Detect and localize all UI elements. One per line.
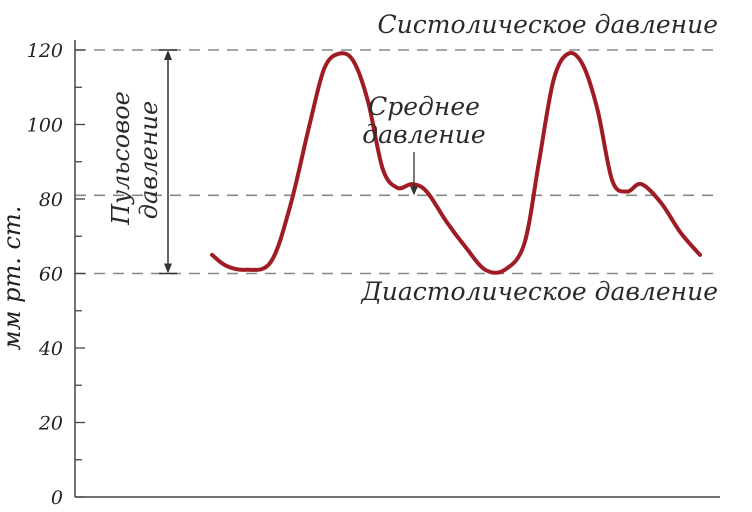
y-tick-label: 100 — [27, 115, 63, 137]
mean-pressure-label-2: давление — [362, 120, 485, 149]
diastolic-label: Диастолическое давление — [360, 277, 718, 306]
reference-lines — [75, 49, 720, 275]
mean-pressure-annotation: Среднее давление — [362, 92, 486, 196]
y-axis-label: мм рт. ст. — [0, 206, 26, 351]
pulse-arrow-head-bottom — [164, 263, 172, 274]
y-axis — [74, 40, 720, 498]
series — [210, 51, 702, 275]
series-line-0 — [210, 51, 702, 275]
mean-arrow-head — [410, 186, 418, 196]
y-ticks: 0 20 40 60 80 100 120 — [27, 40, 85, 509]
pulse-pressure-annotation: Пульсовое давление — [107, 49, 177, 275]
y-tick-label: 40 — [38, 338, 63, 360]
pulse-pressure-label-1: Пульсовое — [107, 91, 135, 226]
y-tick-label: 0 — [51, 487, 63, 509]
systolic-label: Систолическое давление — [378, 10, 718, 39]
y-tick-label: 60 — [39, 264, 63, 286]
pulse-pressure-label-2: давление — [135, 101, 163, 219]
y-tick-label: 120 — [27, 40, 63, 62]
mean-pressure-label-1: Среднее — [368, 92, 480, 121]
y-tick-label: 20 — [38, 413, 63, 435]
y-tick-label: 80 — [39, 189, 63, 211]
pulse-arrow-head-top — [164, 50, 172, 60]
